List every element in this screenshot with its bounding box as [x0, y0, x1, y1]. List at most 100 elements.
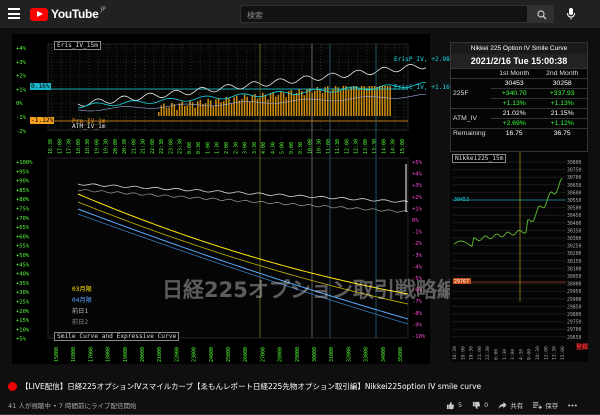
smile-right-tick: -2% [412, 241, 423, 247]
search-button[interactable] [528, 5, 554, 23]
eris-y-tick: +1% [16, 87, 27, 93]
volume-bar [277, 94, 280, 116]
volume-bar [158, 112, 160, 116]
smile-x-tick: 20000 [140, 347, 146, 362]
volume-bar [298, 88, 300, 116]
volume-bar [264, 94, 267, 116]
volume-bar [355, 86, 358, 116]
volume-bar [165, 107, 168, 116]
nikkei-y-tick: 29800 [567, 312, 582, 318]
thumbs-down-icon [473, 401, 481, 409]
eris-x-tick: 16:30 [48, 139, 54, 154]
nikkei-x-tick: 13:30 [552, 346, 558, 360]
youtube-logo[interactable]: YouTube JP [30, 6, 106, 21]
eris-panel-title: Eris_IV_15m [54, 41, 101, 50]
smile-right-tick: -10% [412, 334, 426, 340]
video-player[interactable]: +4% +3% +2% +1% 0% -1% -2% 16:30 17:00 17:30 18:00… [12, 34, 458, 364]
eris-x-tick: 10:00 [307, 139, 313, 154]
nikkei-x-tick: 12:00 [543, 346, 549, 360]
save-button[interactable]: 保存 [533, 400, 558, 410]
video-title-text: 【LIVE配信】日経225オプションIVスマイルカーブ【ゑもんレポート日経225… [21, 382, 482, 391]
microphone-button[interactable] [566, 6, 576, 25]
smile-right-tick: -9% [412, 322, 423, 328]
volume-bar [238, 100, 241, 116]
volume-bar [181, 101, 183, 116]
menu-icon[interactable] [8, 8, 20, 19]
volume-bar [324, 87, 326, 116]
eris-x-tick: 13:00 [363, 139, 369, 154]
nikkei-y-tick: 30050 [567, 274, 582, 280]
smile-right-tick: +4% [412, 172, 423, 178]
volume-bar [199, 99, 202, 116]
more-icon [568, 404, 578, 406]
smile-x-tick: 33000 [364, 347, 370, 362]
dislike-count: 0 [484, 401, 489, 409]
eris-x-tick: 3:00 [243, 142, 249, 154]
nikkei-x-tick: 4:30 [518, 349, 524, 360]
dislike-button[interactable]: 0 [472, 401, 488, 410]
eris-x-tick: 13:30 [372, 139, 378, 154]
table-title: Nikkei 225 Option IV Smile Curve [451, 43, 587, 54]
more-button[interactable] [568, 404, 580, 407]
volume-bar [342, 86, 345, 116]
volume-bar [282, 92, 285, 116]
share-button[interactable]: 共有 [498, 400, 523, 410]
smile-right-tick: +3% [412, 183, 423, 189]
eris-x-tick: 12:30 [354, 139, 360, 154]
table-cell: 30258 [537, 78, 587, 89]
eris-x-tick: 22:30 [159, 139, 165, 154]
subscribe-badge[interactable]: 登録 [576, 345, 589, 351]
eris-x-tick: 11:00 [326, 139, 332, 154]
microphone-icon [567, 8, 575, 20]
eris-x-tick: 18:00 [76, 139, 82, 154]
smile-left-tick: +40% [16, 272, 30, 278]
smile-left-tick: +5% [16, 337, 27, 343]
volume-bar [160, 105, 163, 116]
volume-bar [184, 105, 186, 116]
smile-04-series [77, 208, 409, 320]
nikkei-panel-title: Nikkei225_15m [452, 154, 507, 163]
volume-bar [314, 90, 316, 116]
eris-x-tick: 14:00 [381, 139, 387, 154]
search-input[interactable]: 検索 [240, 5, 528, 23]
volume-bar [272, 92, 274, 116]
volume-bar [210, 100, 212, 116]
smile-x-tick: 27000 [260, 347, 266, 362]
nikkei-y-tick: 29650 [567, 335, 582, 341]
smile-left-tick: +95% [16, 169, 30, 175]
smile-left-tick: +30% [16, 290, 30, 296]
smile-x-tick: 35000 [398, 347, 404, 362]
smile-x-tick: 22000 [174, 347, 180, 362]
eris-orange-marker: -1.12% [30, 117, 55, 124]
volume-bar [168, 107, 170, 116]
logo-text: YouTube [51, 7, 99, 21]
volume-bar [220, 102, 222, 116]
table-cell: +1.12% [537, 118, 587, 129]
table-cell: +1.13% [537, 98, 587, 109]
like-button[interactable]: 5 [446, 401, 462, 410]
smile-left-tick: +35% [16, 281, 30, 287]
smile-left-tick: +80% [16, 197, 30, 203]
nikkei-x-tick: 3:00 [510, 349, 516, 360]
nikkei-y-tick: 30200 [567, 251, 582, 257]
volume-bar [225, 96, 228, 116]
smile-x-tick: 30000 [312, 347, 318, 362]
eris-x-tick: 1:30 [215, 142, 221, 154]
nikkei-y-tick: 29750 [567, 320, 582, 326]
table-cell: +1.13% [491, 98, 538, 109]
eris-x-tick: 21:30 [141, 139, 147, 154]
volume-bar [295, 92, 298, 116]
volume-bar [288, 91, 290, 116]
eris-x-tick: 17:30 [67, 139, 73, 154]
volume-bar [246, 96, 248, 116]
pre-iv-label: Pre_IV_1m [72, 118, 106, 125]
eris-c-series [77, 82, 427, 109]
legend-item: 04月限 [72, 297, 92, 304]
smile-x-tick: 26000 [243, 347, 249, 362]
row-label: ATM_IV [451, 108, 491, 129]
atm-iv-label: ATM_IV_1m [72, 123, 106, 130]
volume-bar [267, 99, 269, 116]
smile-right-tick: 0% [412, 218, 419, 224]
volume-bar [202, 104, 204, 116]
volume-bar [241, 99, 243, 116]
